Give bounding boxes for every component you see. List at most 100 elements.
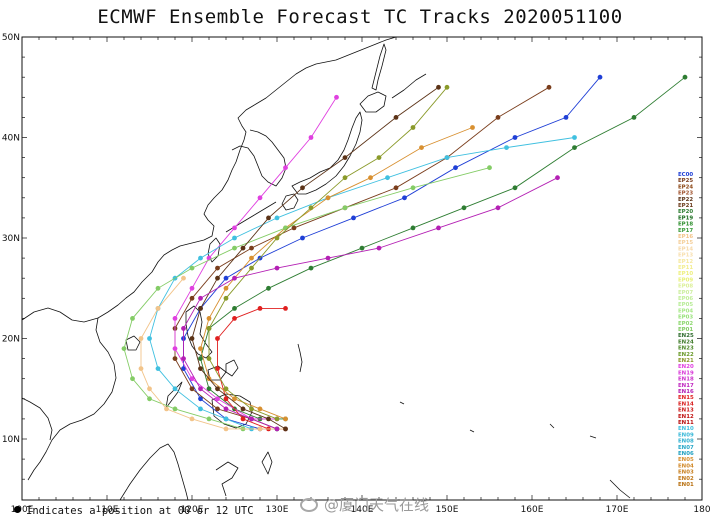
ensemble-track [200, 127, 473, 420]
track-position-dot [342, 205, 348, 211]
korea-coast [231, 129, 287, 187]
track-position-dot [682, 74, 688, 80]
track-position-dot [198, 306, 203, 311]
track-position-dot [240, 245, 246, 251]
chart-title: ECMWF Ensemble Forecast TC Tracks 202005… [97, 6, 623, 28]
ensemble-track [149, 137, 575, 430]
track-position-dot [240, 406, 246, 412]
track-position-dot [283, 416, 288, 422]
track-position-dot [257, 306, 263, 311]
track-position-dot [198, 406, 203, 412]
legend-entry: EN11 [678, 420, 694, 426]
track-position-dot [325, 195, 331, 201]
track-position-dot [376, 155, 382, 161]
pacific-islet-1 [399, 401, 405, 405]
legend-entry: EP17 [678, 228, 693, 234]
track-position-dot [597, 74, 603, 80]
track-position-dot [232, 396, 237, 402]
track-position-dot [436, 225, 441, 231]
palawan [165, 381, 183, 409]
track-position-dot [189, 336, 195, 341]
track-position-dot [223, 386, 229, 392]
legend-entry: EN18 [678, 377, 694, 383]
track-position-dot [215, 275, 220, 281]
track-position-dot [283, 426, 288, 432]
track-position-dot [206, 316, 212, 321]
track-position-dot [325, 255, 331, 261]
track-position-dot [206, 386, 212, 392]
track-position-dot [410, 185, 416, 191]
legend-entry: EP20 [678, 209, 693, 215]
legend-entry: EN07 [678, 445, 694, 451]
watermark-text: @厦门天气在线 [324, 496, 430, 514]
weibo-icon [300, 498, 318, 512]
track-position-dot [164, 406, 169, 412]
track-position-dot [470, 125, 475, 130]
hainan [125, 335, 141, 351]
track-position-dot [283, 165, 288, 171]
track-position-dot [198, 396, 203, 402]
track-position-dot [283, 306, 288, 311]
legend-entry: EP21 [678, 203, 693, 209]
track-position-dot [181, 356, 186, 361]
legend-entry: EN05 [678, 457, 694, 463]
track-position-dot [172, 406, 178, 412]
track-position-dot [444, 84, 450, 90]
track-position-dot [453, 165, 458, 171]
track-position-dot [291, 225, 297, 231]
legend-entry: EN09 [678, 432, 694, 438]
track-position-dot [300, 185, 305, 191]
borneo [119, 443, 189, 501]
track-position-dot [444, 155, 450, 161]
track-position-dot [223, 285, 229, 291]
track-position-dot [563, 115, 569, 120]
track-position-dot [189, 416, 195, 422]
ensemble-track [183, 76, 601, 430]
pacific-islet-4 [589, 435, 597, 439]
ensemble-tracks [121, 74, 688, 432]
grid-ticks [21, 36, 703, 500]
track-position-dot [385, 175, 390, 181]
y-axis-label: 50N [2, 33, 20, 43]
track-position-dot [147, 336, 152, 341]
legend-entry: EP15 [678, 240, 693, 246]
halmahera [261, 451, 273, 475]
legend-entry: EP18 [678, 222, 693, 228]
track-position-dot [257, 426, 263, 432]
track-position-dot [121, 346, 127, 351]
position-dot-icon [14, 506, 21, 513]
footnote: Indicates a position at 00 or 12 UTC [14, 505, 254, 517]
track-position-dot [155, 285, 161, 291]
track-position-dot [249, 406, 254, 412]
legend-entry: EN21 [678, 358, 694, 364]
track-position-dot [555, 175, 560, 181]
track-position-dot [155, 366, 161, 371]
y-axis-label: 30N [2, 234, 20, 244]
track-position-dot [631, 115, 637, 120]
legend-entry: EC00 [678, 172, 693, 178]
legend-entry: EP25 [678, 178, 693, 184]
track-position-dot [393, 115, 399, 120]
y-axis-label: 40N [2, 134, 20, 144]
track-position-dot [189, 386, 195, 392]
track-position-dot [232, 235, 237, 241]
legend-entry: EP14 [678, 246, 693, 252]
japan-hokkaido [359, 91, 387, 113]
legend-entry: EN16 [678, 389, 694, 395]
legend-entry: EP07 [678, 290, 693, 296]
ensemble-track [200, 76, 686, 420]
track-position-dot [206, 326, 212, 331]
track-position-dot [198, 356, 203, 361]
track-position-dot [223, 426, 229, 432]
legend-entry: EP10 [678, 271, 693, 277]
track-position-dot [138, 336, 144, 341]
x-axis-label: 110E [96, 505, 119, 515]
legend-entry: EN13 [678, 408, 694, 414]
track-position-dot [274, 416, 280, 422]
track-position-dot [308, 205, 314, 211]
legend-entry: EN23 [678, 346, 694, 352]
pacific-islet-3 [549, 423, 555, 429]
track-position-dot [419, 145, 424, 151]
legend-entry: EP24 [678, 184, 693, 190]
